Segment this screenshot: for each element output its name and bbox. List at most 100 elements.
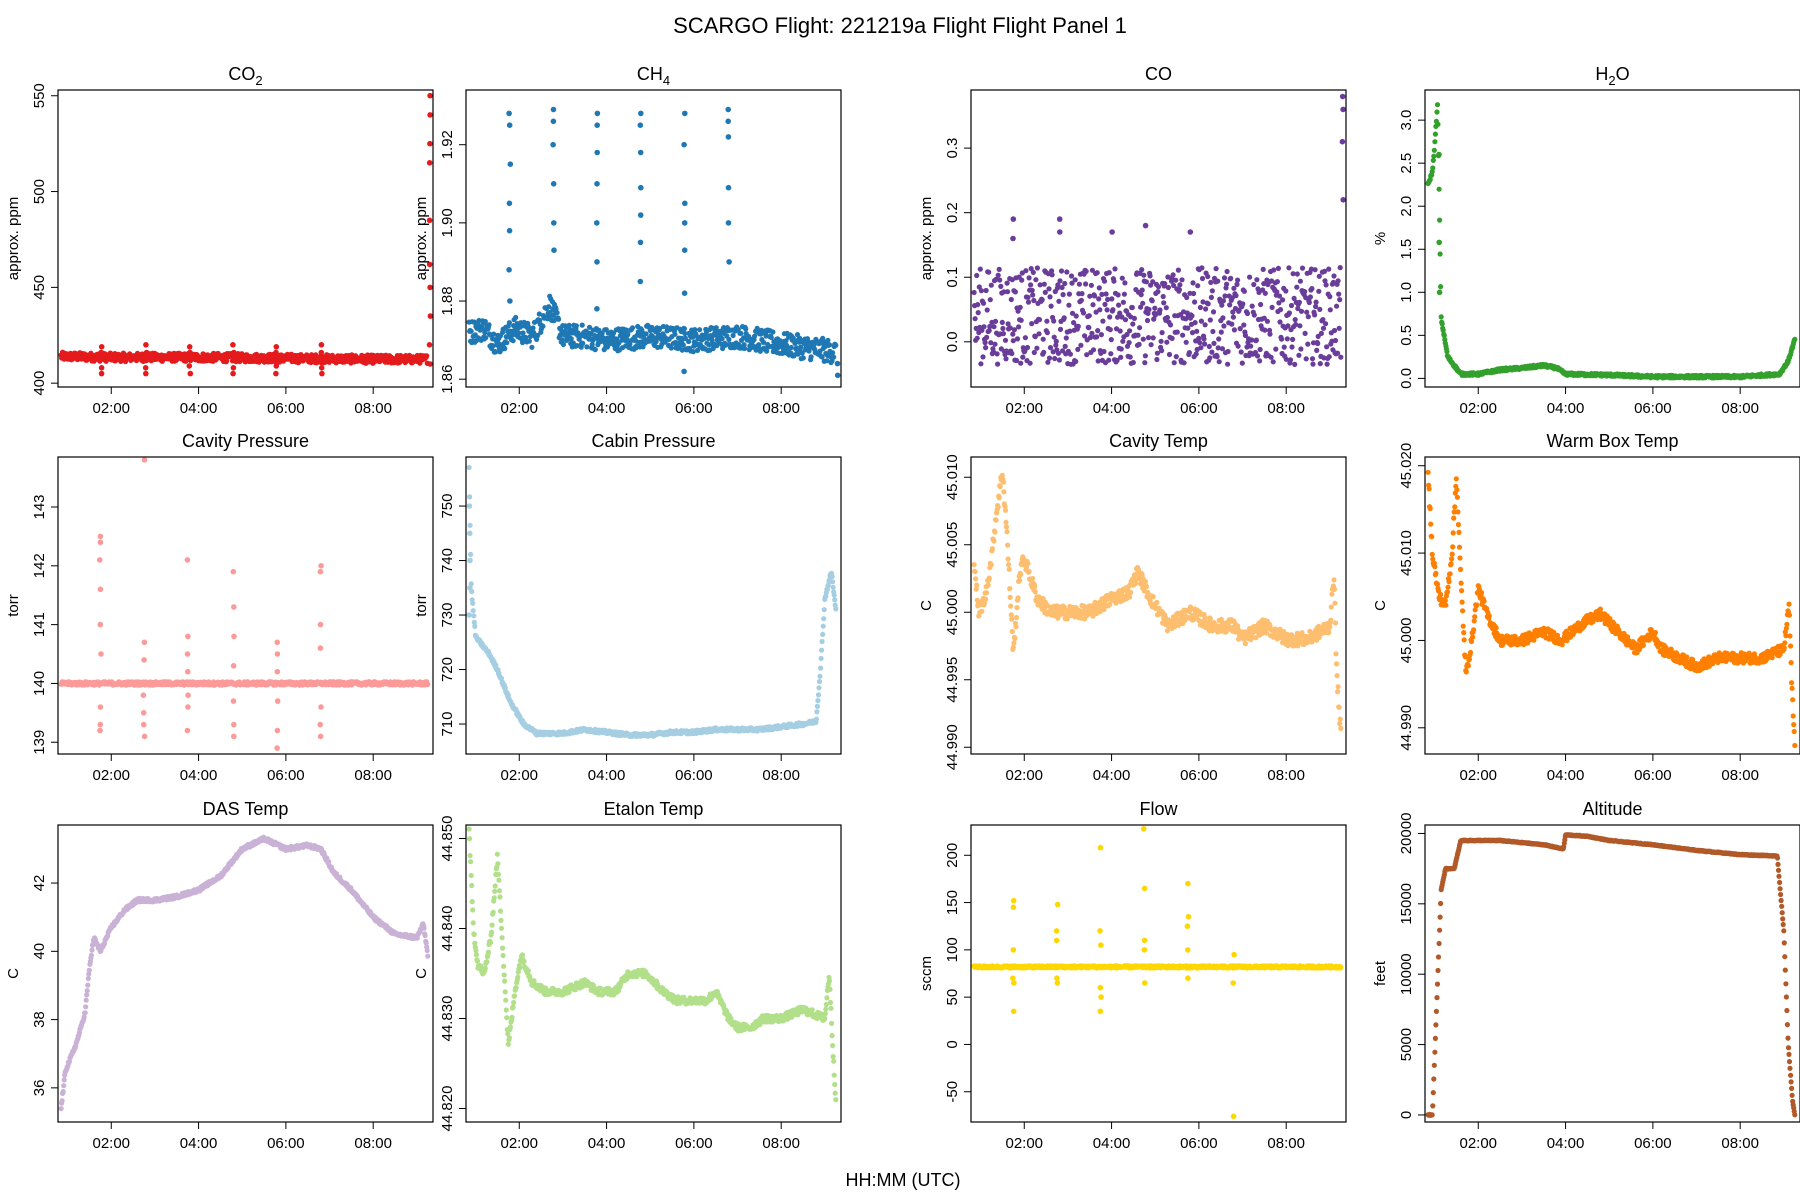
data-point [1142,360,1148,366]
data-point [1314,347,1320,353]
data-points [466,106,841,379]
data-point [1202,615,1208,621]
data-point [1181,360,1187,366]
data-point [997,484,1003,490]
data-point [682,110,688,117]
data-point [1116,302,1122,308]
data-point [231,349,237,356]
data-point [1434,109,1440,115]
data-point [1100,318,1106,324]
data-point [1286,265,1292,271]
data-point [1202,322,1208,328]
data-point [1220,315,1226,321]
data-point [274,745,280,751]
data-point [1241,288,1247,294]
plot-frame [1424,89,1800,388]
data-point [1020,354,1026,360]
data-point [983,287,989,294]
x-axis-label: HH:MM (UTC) [846,1170,961,1190]
data-point [187,370,194,377]
data-point [97,621,104,628]
data-point [1175,267,1181,273]
data-point [1003,519,1009,526]
data-point [1143,583,1149,590]
data-point [814,703,821,710]
data-point [1139,267,1145,273]
data-point [584,344,590,350]
data-point [1299,265,1306,271]
x-tick-label: 08:00 [762,767,800,784]
data-point [1086,313,1092,319]
data-point [507,161,514,167]
data-point [1309,356,1316,362]
data-point [471,613,477,619]
y-tick-label: 1.90 [439,208,456,237]
y-tick-label: 0.2 [944,202,961,223]
data-point [1031,297,1037,304]
data-point [1241,322,1247,328]
x-tick-label: 08:00 [354,767,392,784]
y-axis-label: approx. ppm [5,197,22,280]
data-point [832,597,838,603]
x-tick-label: 04:00 [588,400,626,417]
data-point [231,633,237,640]
data-point [1007,586,1013,592]
data-point [1006,562,1012,568]
data-point [273,370,279,377]
y-tick-label: 139 [31,730,48,755]
data-point [1254,353,1261,359]
data-point [1046,286,1052,292]
data-point [467,585,473,591]
data-point [97,727,103,734]
data-point [1094,270,1100,276]
panel-title: CO [1145,64,1172,84]
data-point [995,272,1001,278]
data-point [978,288,985,294]
data-point [829,573,835,580]
data-point [1224,268,1230,275]
data-point [826,342,833,348]
data-point [1292,361,1298,367]
data-point [1068,273,1075,279]
data-point [1102,301,1108,307]
x-tick-label: 06:00 [675,400,713,417]
data-point [1176,287,1182,293]
data-point [1303,356,1309,362]
data-point [1017,578,1023,584]
data-point [1309,286,1315,292]
data-point [1185,325,1191,331]
data-point [1296,352,1302,358]
data-point [1323,321,1329,327]
data-point [594,306,600,312]
data-point [1155,289,1161,295]
data-point [1103,291,1109,297]
data-point [140,721,147,728]
data-point [1148,342,1154,348]
data-point [317,721,324,728]
data-point [1018,317,1024,323]
data-point [1030,575,1036,582]
data-point [1000,331,1007,337]
data-point [1056,298,1062,304]
data-point [831,592,837,598]
data-point [1112,266,1118,272]
data-point [1062,280,1068,287]
data-point [1018,360,1024,366]
data-point [143,349,150,356]
panel-3: H2O%02:00 04:00 06:00 08:000.00.51.01.52.02… [1372,64,1800,417]
data-point [1210,309,1217,315]
x-tick-label: 02:00 [1005,400,1043,417]
data-point [274,651,281,657]
data-point [1025,294,1031,300]
data-point [1026,275,1032,281]
data-point [725,118,731,125]
data-point [1197,304,1203,311]
data-points [58,92,434,377]
data-point [1324,361,1330,367]
data-point [1253,337,1259,343]
data-point [425,681,431,687]
data-point [1238,349,1244,355]
data-point [972,316,978,322]
